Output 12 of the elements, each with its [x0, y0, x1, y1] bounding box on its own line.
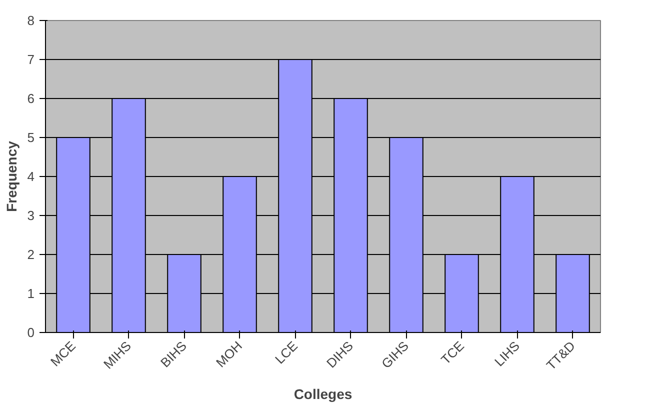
y-tick-label: 1: [27, 286, 35, 301]
y-tick-label: 6: [27, 91, 35, 106]
x-tick-label: TCE: [438, 338, 468, 368]
y-tick-label: 0: [27, 325, 35, 340]
y-tick-label: 3: [27, 208, 35, 223]
y-tick-label: 7: [27, 52, 35, 67]
y-axis-title: Frequency: [3, 140, 20, 212]
y-tick-label: 4: [27, 169, 35, 184]
y-tick-label: 5: [27, 130, 35, 145]
y-tick-label: 2: [27, 247, 35, 262]
x-axis-title: Colleges: [294, 386, 352, 402]
y-tick-label: 8: [27, 13, 35, 28]
